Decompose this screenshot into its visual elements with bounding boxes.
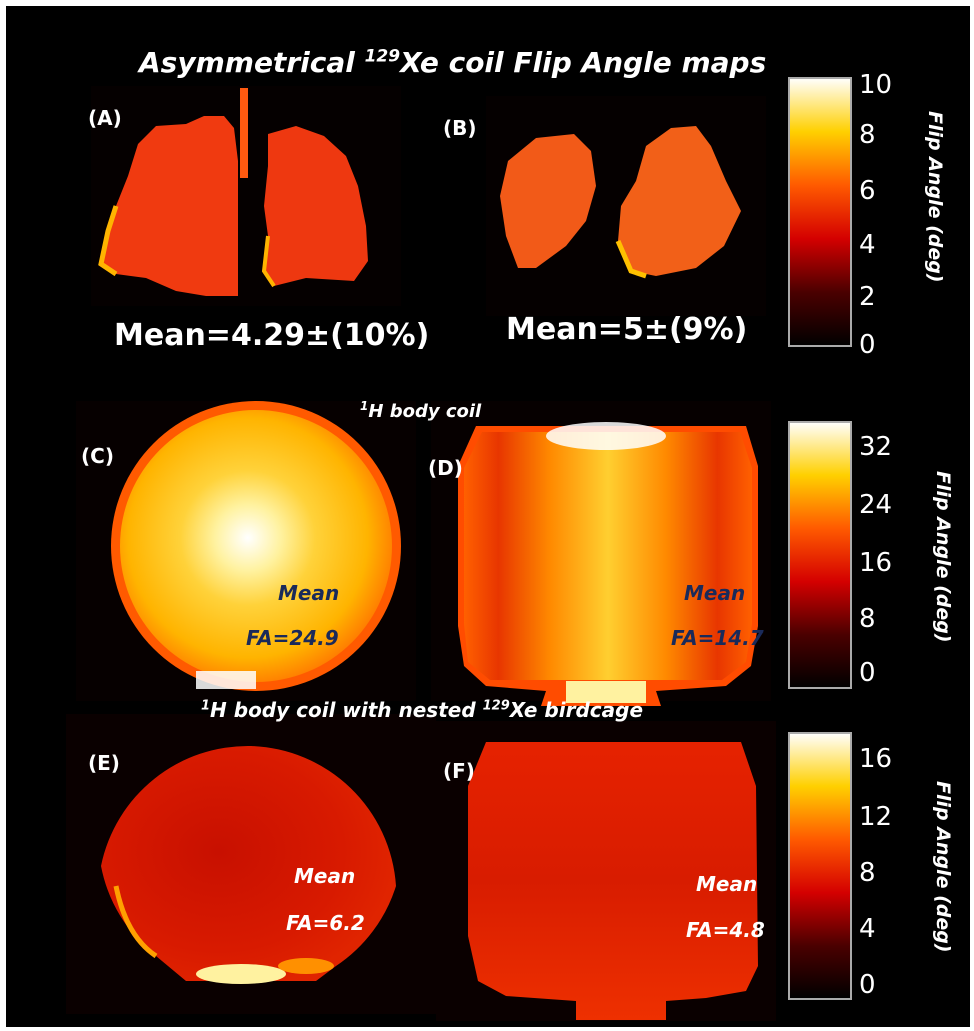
colorbar-3-label: Flip Angle (deg): [932, 781, 954, 953]
panel-c-mean-value: FA=24.9: [246, 626, 339, 650]
panel-e-label: (E): [88, 751, 120, 775]
colorbar-1-tick: 0: [859, 330, 876, 360]
colorbar-2: [788, 421, 852, 689]
panel-a-left-lung: [101, 116, 238, 296]
panel-a-trachea: [240, 88, 248, 178]
colorbar-1: [788, 77, 852, 347]
figure-graphics: [66, 77, 852, 1021]
panel-e-mean-value: FA=6.2: [286, 911, 365, 935]
colorbar-3-tick: 0: [859, 970, 876, 1000]
panel-d-label: (D): [428, 456, 463, 480]
colorbar-3-tick: 12: [859, 802, 893, 832]
colorbar-2-tick: 8: [859, 604, 876, 634]
panel-b-right-lung: [618, 126, 741, 276]
colorbar-2-label: Flip Angle (deg): [932, 471, 954, 643]
colorbar-3-tick: 16: [859, 744, 893, 774]
panel-b-left-lung: [500, 134, 596, 268]
colorbar-2-tick: 0: [859, 658, 876, 688]
panel-d-mean-label: Mean: [684, 581, 746, 605]
panel-f-image: [436, 721, 776, 1021]
colorbar-3-tick: 8: [859, 858, 876, 888]
panel-e-mean-label: Mean: [294, 864, 356, 888]
colorbar-1-tick: 10: [859, 70, 893, 100]
panel-a-image: [91, 86, 401, 306]
panel-c-mean-label: Mean: [278, 581, 340, 605]
panel-c-label: (C): [81, 444, 114, 468]
colorbar-1-tick: 4: [859, 230, 876, 260]
panel-c-image: [76, 401, 416, 701]
panel-d-image: [431, 401, 771, 706]
colorbar-2-tick: 16: [859, 548, 893, 578]
row3-title: 1H body coil with nested 129Xe birdcage: [201, 698, 644, 722]
panel-f-mean-label: Mean: [696, 872, 758, 896]
colorbar-3-tick: 4: [859, 914, 876, 944]
figure-title: Asymmetrical 129Xe coil Flip Angle maps: [139, 46, 767, 79]
panel-b-mean: Mean=5±(9%): [506, 312, 748, 347]
panel-b-image: [486, 96, 766, 316]
colorbar-3: [788, 732, 852, 1000]
colorbar-2-tick: 24: [859, 490, 893, 520]
colorbar-2-tick: 32: [859, 432, 893, 462]
row2-title: 1H body coil: [360, 399, 482, 422]
colorbar-1-tick: 8: [859, 120, 876, 150]
panel-e-image: [66, 714, 436, 1014]
panel-b-label: (B): [443, 116, 477, 140]
panel-f-mean-value: FA=4.8: [686, 918, 765, 942]
colorbar-1-label: Flip Angle (deg): [924, 111, 946, 283]
figure-canvas: Asymmetrical 129Xe coil Flip Angle maps …: [6, 6, 970, 1027]
panel-a-label: (A): [88, 106, 122, 130]
colorbar-1-tick: 6: [859, 176, 876, 206]
panel-a-mean: Mean=4.29±(10%): [114, 318, 430, 353]
panel-f-label: (F): [443, 759, 475, 783]
panel-a-right-lung: [264, 126, 368, 286]
panel-d-mean-value: FA=14.7: [671, 626, 764, 650]
colorbar-1-tick: 2: [859, 282, 876, 312]
